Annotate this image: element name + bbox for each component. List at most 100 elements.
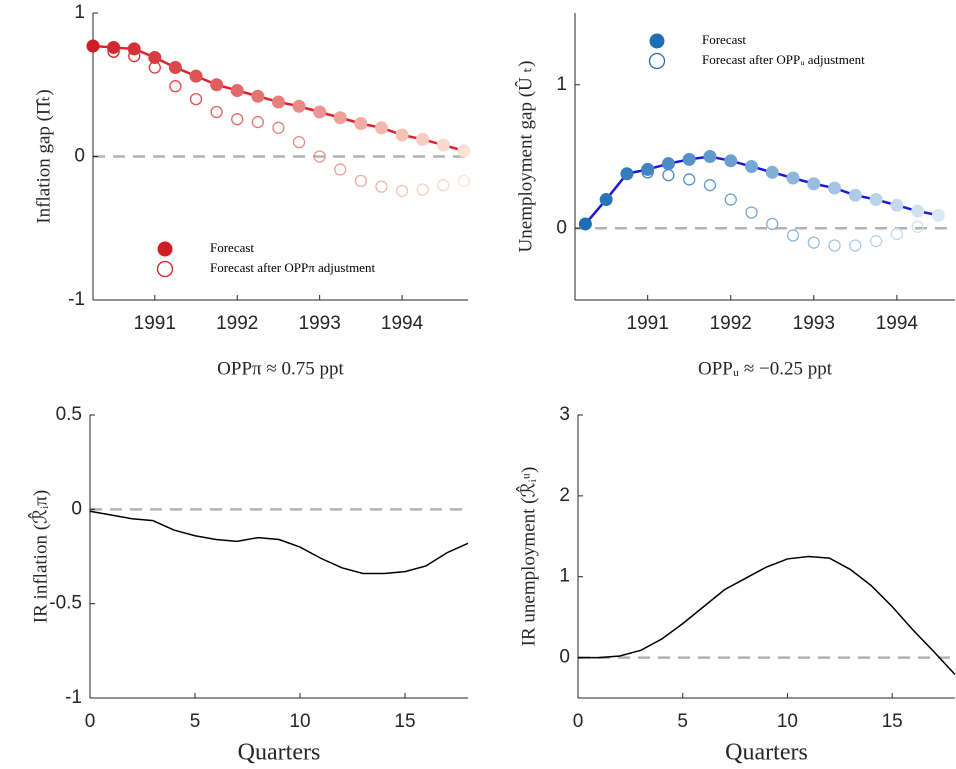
y-tick-label: -0.5 [49,593,82,614]
x-tick-label: 1992 [216,313,258,334]
legend-marker [649,33,665,49]
open-point [354,174,368,188]
x-tick-label: 10 [777,711,798,732]
point [620,167,634,181]
point [828,181,842,195]
open-point [148,61,161,74]
open-point [869,235,883,248]
x-tick-label: 1991 [627,313,669,334]
legend-marker [156,260,174,278]
open-point [272,121,285,134]
x-tick-label: 1992 [710,313,752,334]
x-tick-label: 5 [190,711,201,732]
data-line [578,555,956,676]
y-tick-label: -1 [65,687,82,708]
x-tick-label: 15 [882,711,903,732]
point [765,165,779,179]
open-point [724,193,737,206]
y-axis-label: IR inflation (ℛ̂ᵢπ) [28,490,51,623]
x-tick-label: 1993 [793,313,835,334]
y-axis-label: Unemployment gap (Û ₜ) [514,61,536,253]
y-tick-label: 3 [559,404,570,425]
x-axis-label: Quarters [725,740,808,766]
y-tick-label: 2 [559,485,570,506]
open-point [828,239,841,252]
legend-marker [648,52,666,70]
open-point [395,184,409,198]
point [578,217,592,231]
forecast-line [584,155,939,225]
x-tick-label: 1993 [299,313,341,334]
x-axis-label: Quarters [238,740,321,766]
open-point [745,206,758,219]
point [703,150,717,163]
legend-label: Forecast after OPPπ adjustment [210,260,375,275]
open-point [375,180,388,193]
point [599,193,613,207]
x-tick-label: 0 [85,711,96,732]
point [271,95,285,109]
point [890,198,904,212]
open-point [189,92,203,106]
open-point [766,217,779,231]
open-point [662,169,675,182]
point [848,188,862,202]
x-axis-label: OPPπ ≈ 0.75 ppt [217,358,344,379]
open-point [107,45,120,58]
point [230,83,244,97]
data-line [89,510,469,575]
point [107,40,121,54]
point [416,132,430,146]
open-point [334,163,347,176]
open-point [437,179,450,192]
open-point [683,173,696,186]
point [457,144,471,158]
open-point [457,174,471,188]
open-point [599,193,613,206]
x-tick-label: 1994 [381,313,424,334]
point [682,152,696,166]
legend-marker [157,241,173,257]
open-point [703,179,717,192]
point [786,171,800,185]
y-tick-label: 0 [556,217,567,238]
point [641,162,655,176]
y-tick-label: 0.5 [56,404,82,425]
point [374,121,388,135]
point [724,154,738,168]
y-tick-label: 0 [559,647,570,668]
point [251,89,265,103]
point [745,160,759,174]
point [807,177,821,191]
point [931,208,945,222]
open-point [786,229,800,242]
y-tick-label: -1 [68,289,85,310]
point [292,99,306,113]
open-point [416,183,429,196]
open-point [807,236,820,249]
legend-label: Forecast [702,32,746,47]
point [661,157,675,171]
open-point [911,220,924,233]
subplot: -1 0 1 1991 1992 1993 1994 Inflation gap (Π̂ₜ) O… [33,2,471,379]
x-tick-label: 1994 [876,313,919,334]
x-tick-label: 5 [677,711,688,732]
point [313,105,327,119]
point [354,116,368,130]
point [189,69,203,83]
subplot: 0 1 2 3 0 5 10 15 IR unemployment (ℛ̂ᵢᵘ) Quarters [516,404,956,766]
subplot: -1 -0.5 0 0.5 0 5 10 15 IR inflation (ℛ̂ᵢπ) Quart… [28,404,469,766]
open-point [641,166,654,179]
point [148,50,162,64]
open-point [890,227,904,241]
point [168,61,182,75]
point [333,111,347,125]
open-point [292,135,306,149]
subplot: 0 1 1991 1992 1993 1994 Unemployment gap (Û ₜ)… [514,13,955,379]
point [436,138,450,152]
point [395,128,409,142]
y-tick-label: 0 [74,146,85,167]
y-tick-label: 1 [559,566,570,587]
y-axis-label: IR unemployment (ℛ̂ᵢᵘ) [516,467,539,647]
